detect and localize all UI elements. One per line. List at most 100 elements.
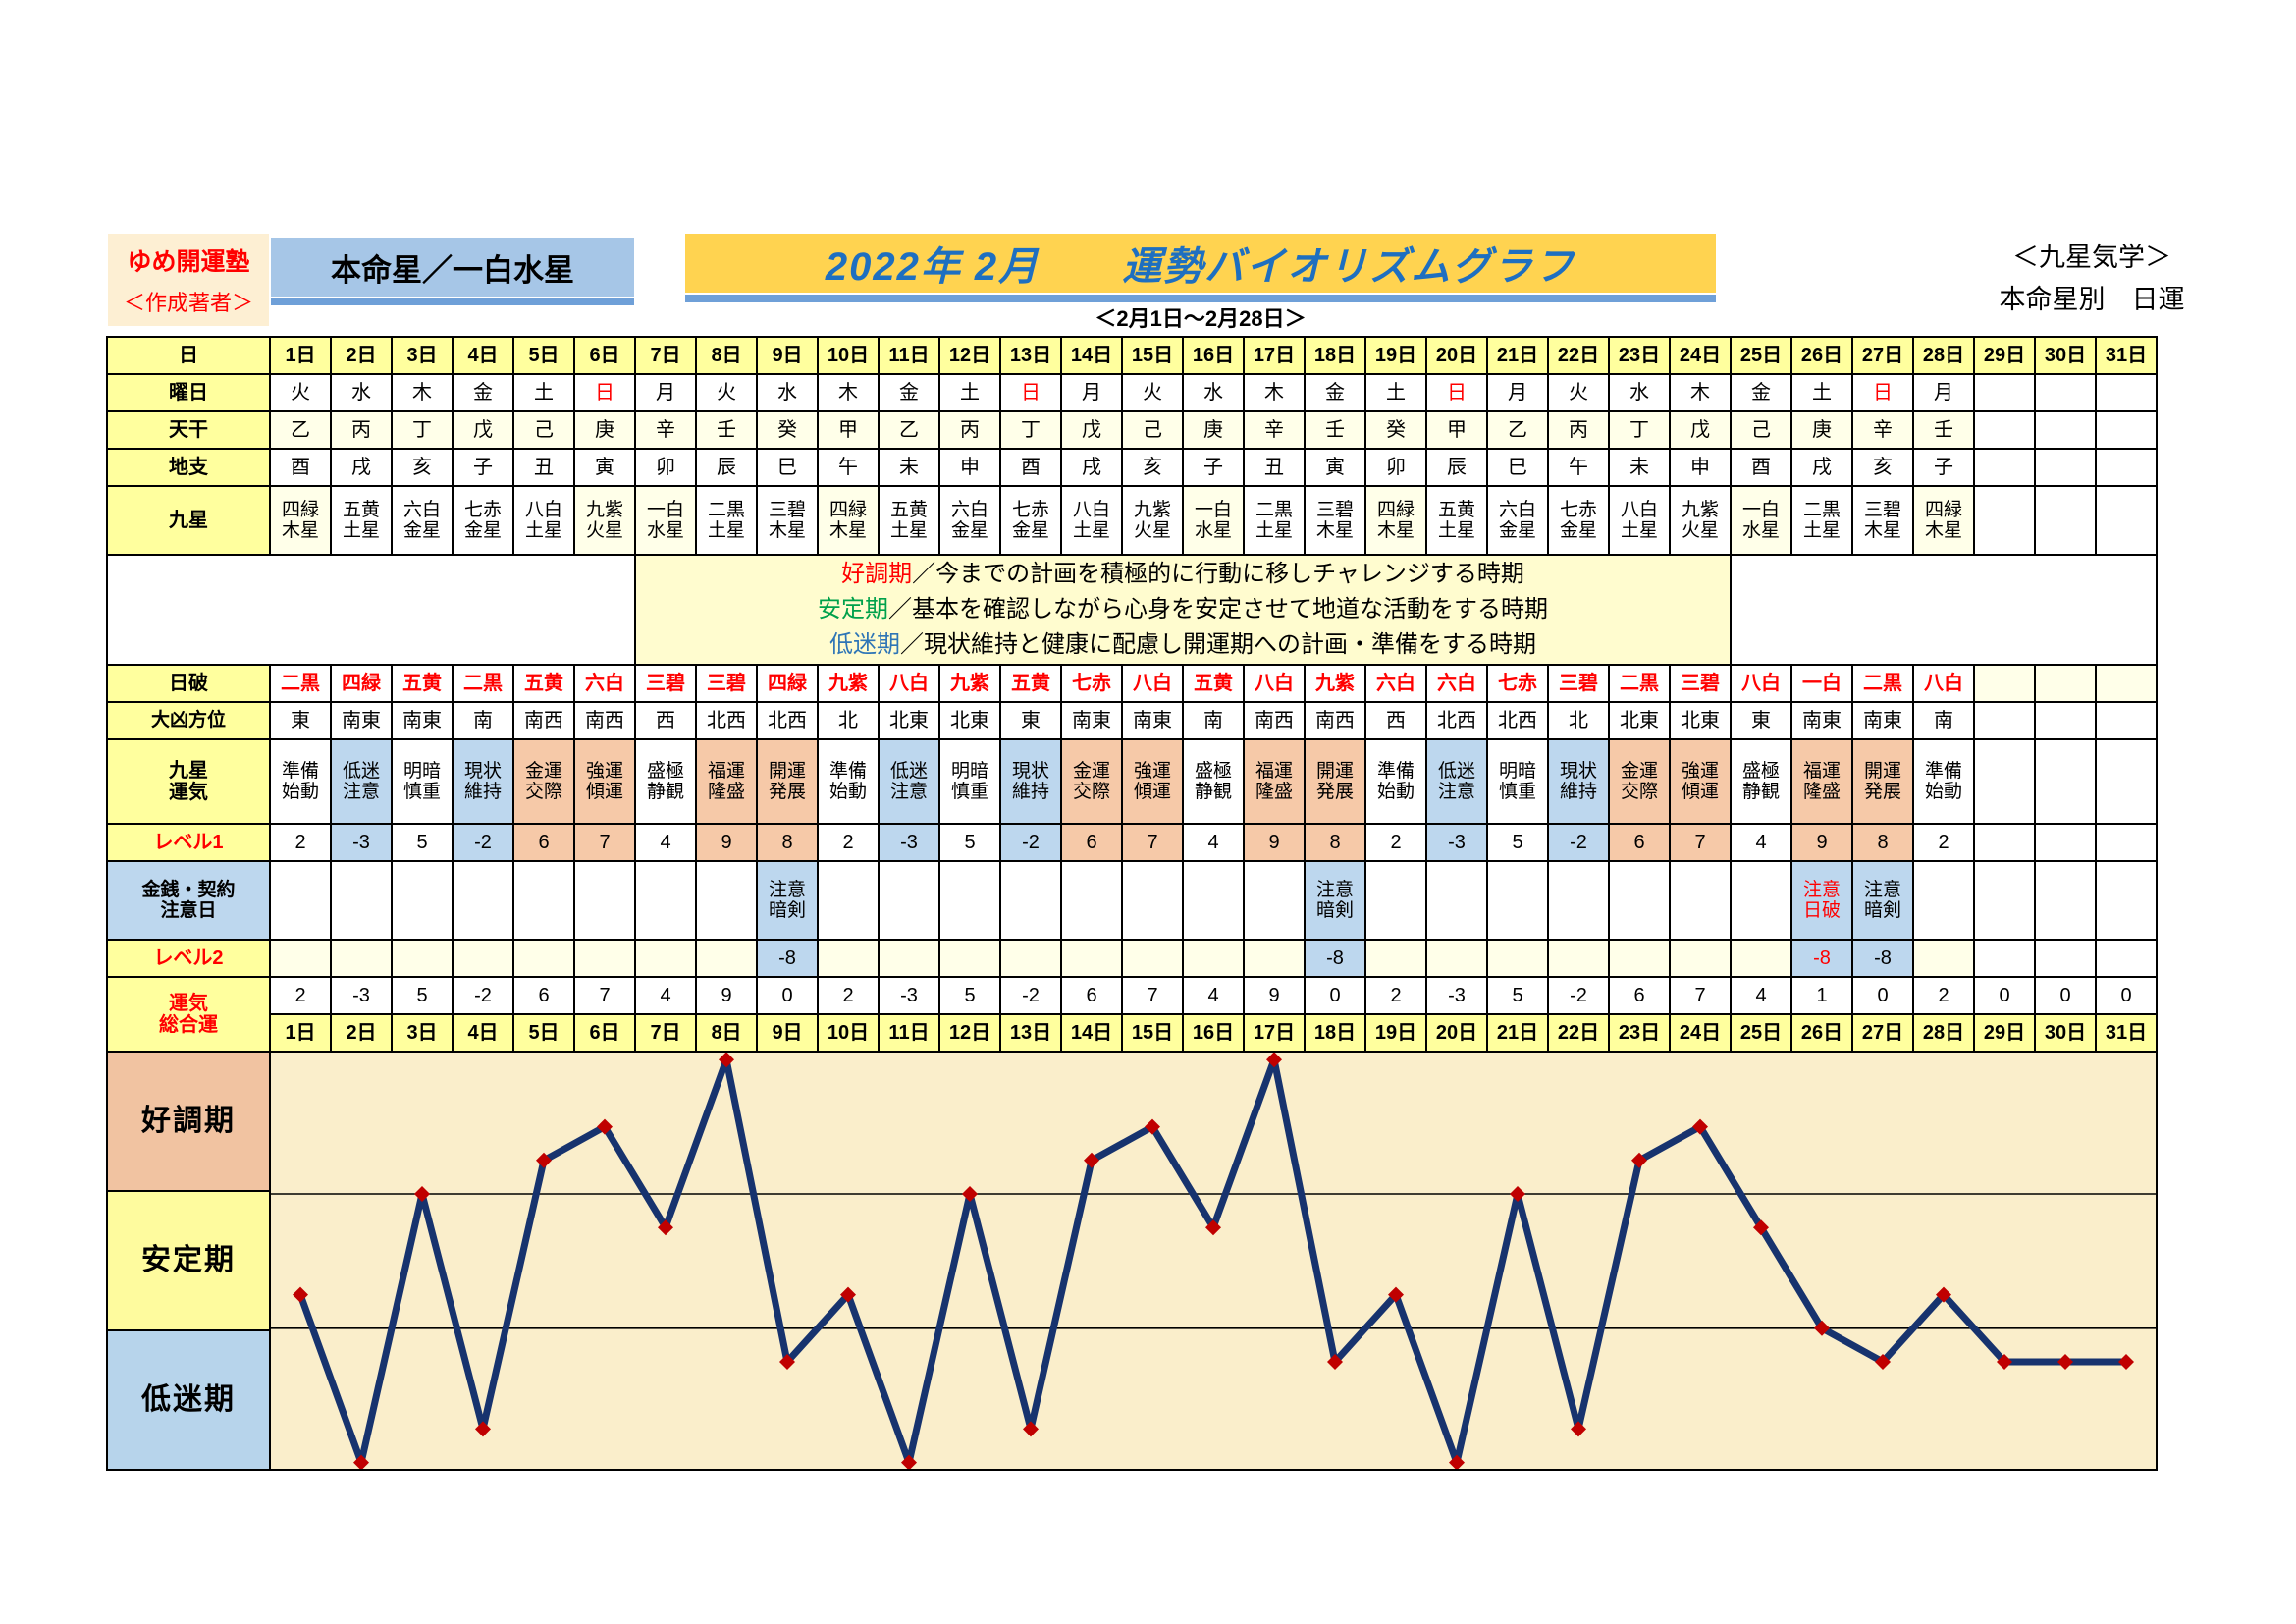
data-point-marker — [1205, 1219, 1221, 1236]
kyusei-cell: 四緑 木星 — [271, 487, 330, 554]
level1-cell: 4 — [1184, 825, 1243, 860]
page-title: 2022年 2月 運勢バイオリズムグラフ — [685, 234, 1716, 293]
nippa-cell: 七赤 — [1062, 666, 1121, 701]
kyusei-cell: 二黒 土星 — [1245, 487, 1304, 554]
kinsen-cell — [1610, 862, 1669, 939]
nippa-cell: 八白 — [1914, 666, 1973, 701]
data-point-marker — [1145, 1118, 1160, 1135]
total-cell: 0 — [1853, 978, 1912, 1013]
tenkan-cell: 壬 — [1306, 412, 1364, 448]
total-cell: 0 — [1975, 978, 2034, 1013]
author-label: ＜作成著者＞ — [123, 291, 253, 315]
nippa-cell: 五黄 — [514, 666, 573, 701]
kyusei-cell: 五黄 土星 — [1427, 487, 1486, 554]
date-header-cell: 31日 — [2097, 338, 2156, 373]
level1-cell: -2 — [1001, 825, 1060, 860]
date-footer-cell: 20日 — [1427, 1015, 1486, 1051]
kyusei-cell: 六白 金星 — [393, 487, 452, 554]
unki-cell: 金運 交際 — [1062, 740, 1121, 823]
data-point-marker — [353, 1454, 369, 1469]
level2-cell — [697, 941, 756, 976]
row-label-kinsen: 金銭・契約 注意日 — [108, 862, 269, 939]
chishi-cell: 午 — [1549, 450, 1608, 485]
tenkan-cell: 辛 — [636, 412, 695, 448]
row-label-chishi: 地支 — [108, 450, 269, 485]
kyusei-cell: 五黄 土星 — [332, 487, 391, 554]
date-footer-cell: 1日 — [271, 1015, 330, 1051]
nippa-cell — [1975, 666, 2034, 701]
nippa-cell: 一白 — [1792, 666, 1851, 701]
kyusei-cell — [1975, 487, 2034, 554]
legend-desc: ／現状維持と健康に配慮し開運期への計画・準備をする時期 — [900, 631, 1536, 658]
kyusei-cell: 四緑 木星 — [819, 487, 878, 554]
total-cell: 5 — [393, 978, 452, 1013]
weekday-cell: 木 — [1671, 375, 1730, 410]
date-header-cell: 15日 — [1123, 338, 1182, 373]
chishi-cell: 酉 — [1732, 450, 1790, 485]
kinsen-cell — [1184, 862, 1243, 939]
date-header-cell: 29日 — [1975, 338, 2034, 373]
kyusei-cell: 七赤 金星 — [1549, 487, 1608, 554]
date-header-cell: 18日 — [1306, 338, 1364, 373]
tenkan-cell: 戊 — [1671, 412, 1730, 448]
tenkan-cell: 甲 — [819, 412, 878, 448]
kigaku-caption-line1: ＜九星気学＞ — [2012, 243, 2171, 272]
level2-cell — [393, 941, 452, 976]
total-cell: 5 — [940, 978, 999, 1013]
date-footer-cell: 2日 — [332, 1015, 391, 1051]
unki-cell: 準備 始動 — [1914, 740, 1973, 823]
unki-cell: 福運 隆盛 — [1245, 740, 1304, 823]
row-label-day: 日 — [108, 338, 269, 373]
data-point-marker — [779, 1354, 795, 1370]
date-header-cell: 7日 — [636, 338, 695, 373]
level1-cell: -3 — [332, 825, 391, 860]
date-footer-cell: 23日 — [1610, 1015, 1669, 1051]
total-cell: 0 — [1306, 978, 1364, 1013]
date-header-cell: 19日 — [1366, 338, 1425, 373]
date-header-cell: 9日 — [758, 338, 817, 373]
date-footer-cell: 8日 — [697, 1015, 756, 1051]
total-cell: 4 — [1184, 978, 1243, 1013]
data-point-marker — [1631, 1152, 1647, 1168]
date-footer-cell: 24日 — [1671, 1015, 1730, 1051]
kyusei-cell: 三碧 木星 — [1306, 487, 1364, 554]
nippa-cell: 八白 — [1245, 666, 1304, 701]
weekday-cell: 月 — [1488, 375, 1547, 410]
data-point-marker — [1571, 1421, 1586, 1437]
level1-cell: -3 — [880, 825, 938, 860]
unki-cell: 明暗 慎重 — [940, 740, 999, 823]
date-header-cell: 14日 — [1062, 338, 1121, 373]
nippa-cell: 六白 — [1366, 666, 1425, 701]
chishi-cell: 巳 — [1488, 450, 1547, 485]
daikyo-hoi-cell: 南西 — [575, 703, 634, 738]
level1-cell: 8 — [1853, 825, 1912, 860]
daikyo-hoi-cell — [2036, 703, 2095, 738]
weekday-cell: 日 — [1001, 375, 1060, 410]
unki-cell: 金運 交際 — [1610, 740, 1669, 823]
date-footer-cell: 31日 — [2097, 1015, 2156, 1051]
total-cell: -2 — [1549, 978, 1608, 1013]
level1-cell: 9 — [1792, 825, 1851, 860]
total-cell: 6 — [1062, 978, 1121, 1013]
kinsen-cell — [1732, 862, 1790, 939]
level1-cell: 9 — [697, 825, 756, 860]
daikyo-hoi-cell: 西 — [1366, 703, 1425, 738]
kyusei-cell: 二黒 土星 — [697, 487, 756, 554]
kyusei-cell: 四緑 木星 — [1914, 487, 1973, 554]
row-label-weekday: 曜日 — [108, 375, 269, 410]
data-point-marker — [1327, 1354, 1343, 1370]
date-footer-cell: 15日 — [1123, 1015, 1182, 1051]
unki-cell: 盛極 静観 — [636, 740, 695, 823]
weekday-cell: 水 — [1610, 375, 1669, 410]
level1-cell: 2 — [1366, 825, 1425, 860]
band-label-3: 低迷期 — [108, 1331, 269, 1469]
unki-cell: 開運 発展 — [1853, 740, 1912, 823]
level1-cell: -2 — [454, 825, 512, 860]
level1-cell: 7 — [1671, 825, 1730, 860]
total-cell: 2 — [1366, 978, 1425, 1013]
level1-cell: 7 — [575, 825, 634, 860]
tenkan-cell — [2097, 412, 2156, 448]
legend-desc: ／基本を確認しながら心身を安定させて地道な活動をする時期 — [888, 596, 1548, 623]
kinsen-cell — [1062, 862, 1121, 939]
daikyo-hoi-cell: 東 — [271, 703, 330, 738]
